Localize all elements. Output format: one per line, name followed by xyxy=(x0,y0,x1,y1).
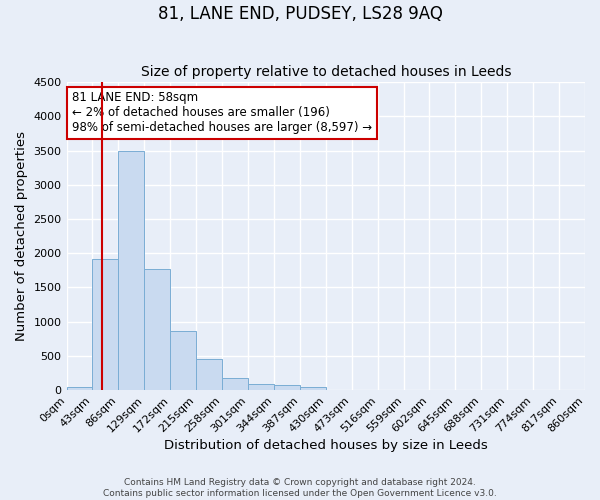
Bar xyxy=(274,386,300,390)
Bar xyxy=(300,386,326,390)
Bar xyxy=(67,386,92,390)
Bar xyxy=(196,358,222,390)
Bar xyxy=(92,258,118,390)
Text: 81, LANE END, PUDSEY, LS28 9AQ: 81, LANE END, PUDSEY, LS28 9AQ xyxy=(158,5,442,23)
Bar xyxy=(170,331,196,390)
Bar xyxy=(145,269,170,390)
Bar xyxy=(222,378,248,390)
X-axis label: Distribution of detached houses by size in Leeds: Distribution of detached houses by size … xyxy=(164,440,488,452)
Title: Size of property relative to detached houses in Leeds: Size of property relative to detached ho… xyxy=(140,66,511,80)
Bar xyxy=(248,384,274,390)
Y-axis label: Number of detached properties: Number of detached properties xyxy=(15,131,28,341)
Bar xyxy=(118,150,145,390)
Text: 81 LANE END: 58sqm
← 2% of detached houses are smaller (196)
98% of semi-detache: 81 LANE END: 58sqm ← 2% of detached hous… xyxy=(72,92,372,134)
Text: Contains HM Land Registry data © Crown copyright and database right 2024.
Contai: Contains HM Land Registry data © Crown c… xyxy=(103,478,497,498)
